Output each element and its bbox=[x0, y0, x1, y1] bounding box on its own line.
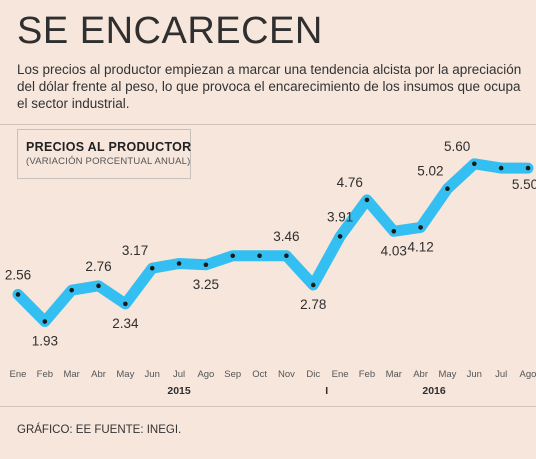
data-point-12 bbox=[337, 234, 343, 239]
data-label-layer: 2.56 1.93 2.76 2.34 3.17 3.25 3.46 2.78 3.91 4.76… bbox=[5, 139, 536, 349]
x-year-label-0: 2015 bbox=[167, 385, 191, 397]
data-point-15 bbox=[418, 225, 423, 230]
x-tick-label-0: Ene bbox=[10, 369, 27, 380]
x-tick-label-8: Sep bbox=[224, 369, 241, 380]
x-year-label-1: I bbox=[325, 385, 328, 397]
chart-title-box bbox=[17, 129, 191, 179]
x-tick-label-16: May bbox=[438, 369, 456, 380]
x-tick-label-13: Feb bbox=[359, 369, 375, 380]
footer-credits: GRÁFICO: EE FUENTE: INEGI. bbox=[17, 424, 182, 436]
data-label-16: 5.02 bbox=[417, 164, 443, 179]
series-layer bbox=[12, 158, 534, 328]
data-label-19: 5.50 bbox=[512, 177, 536, 192]
data-point-19 bbox=[525, 165, 531, 171]
chart-title: PRECIOS AL PRODUCTOR bbox=[26, 140, 192, 154]
data-point-8 bbox=[230, 253, 236, 259]
x-tick-label-15: Abr bbox=[413, 369, 428, 380]
x-tick-label-4: May bbox=[116, 369, 134, 380]
data-point-14 bbox=[391, 228, 397, 234]
data-label-1: 1.93 bbox=[32, 334, 58, 349]
data-label-7: 3.25 bbox=[193, 277, 219, 292]
data-label-3: 2.76 bbox=[85, 259, 111, 274]
line-chart: 2.56 1.93 2.76 2.34 3.17 3.25 3.46 2.78 3.91 4.76… bbox=[5, 139, 536, 397]
data-label-5: 3.17 bbox=[122, 243, 148, 258]
data-label-11: 2.78 bbox=[300, 297, 326, 312]
series-line bbox=[12, 158, 534, 328]
x-tick-label-5: Jun bbox=[145, 369, 160, 380]
x-tick-label-18: Jul bbox=[495, 369, 507, 380]
data-point-7 bbox=[203, 262, 209, 268]
data-point-0 bbox=[15, 292, 21, 297]
chart-subtitle: (VARIACIÓN PORCENTUAL ANUAL) bbox=[26, 156, 191, 167]
data-point-10 bbox=[284, 253, 289, 259]
data-point-4 bbox=[123, 301, 128, 307]
data-point-6 bbox=[176, 261, 182, 266]
page-title: SE ENCARECEN bbox=[17, 10, 323, 52]
x-tick-label-11: Dic bbox=[306, 369, 320, 380]
data-label-15: 4.12 bbox=[407, 239, 433, 254]
data-point-17 bbox=[472, 161, 477, 167]
x-tick-label-14: Mar bbox=[386, 369, 402, 380]
data-point-11 bbox=[310, 282, 316, 288]
data-label-14: 4.03 bbox=[381, 243, 407, 258]
x-tick-label-17: Jun bbox=[467, 369, 482, 380]
divider-bottom bbox=[0, 406, 536, 407]
x-tick-label-9: Oct bbox=[252, 369, 267, 380]
data-point-18 bbox=[498, 165, 504, 171]
x-axis: Ene Feb Mar Abr May Jun Jul Ago Sep Oct Nov Dic Ene F… bbox=[10, 369, 536, 397]
data-point-16 bbox=[445, 186, 450, 192]
x-tick-label-7: Ago bbox=[197, 369, 214, 380]
page-subtitle: Los precios al productor empiezan a marc… bbox=[17, 62, 522, 111]
data-point-5 bbox=[149, 265, 155, 271]
data-point-2 bbox=[69, 287, 74, 293]
x-year-label-2: 2016 bbox=[422, 385, 446, 397]
x-tick-label-19: Ago bbox=[520, 369, 536, 380]
x-tick-label-3: Abr bbox=[91, 369, 106, 380]
x-tick-label-10: Nov bbox=[278, 369, 295, 380]
x-tick-label-6: Jul bbox=[173, 369, 185, 380]
data-point-13 bbox=[364, 197, 370, 203]
divider-top bbox=[0, 124, 536, 125]
data-point-3 bbox=[96, 283, 101, 289]
data-label-13: 4.76 bbox=[337, 175, 363, 190]
point-layer bbox=[15, 161, 531, 324]
data-label-17: 5.60 bbox=[444, 139, 470, 154]
x-tick-label-2: Mar bbox=[63, 369, 79, 380]
data-point-9 bbox=[257, 253, 262, 259]
data-point-1 bbox=[42, 319, 48, 324]
x-tick-label-1: Feb bbox=[37, 369, 53, 380]
x-tick-label-12: Ene bbox=[332, 369, 349, 380]
data-label-10: 3.46 bbox=[273, 229, 299, 244]
data-label-4: 2.34 bbox=[112, 316, 139, 331]
data-label-0: 2.56 bbox=[5, 267, 31, 282]
data-label-12: 3.91 bbox=[327, 209, 353, 224]
